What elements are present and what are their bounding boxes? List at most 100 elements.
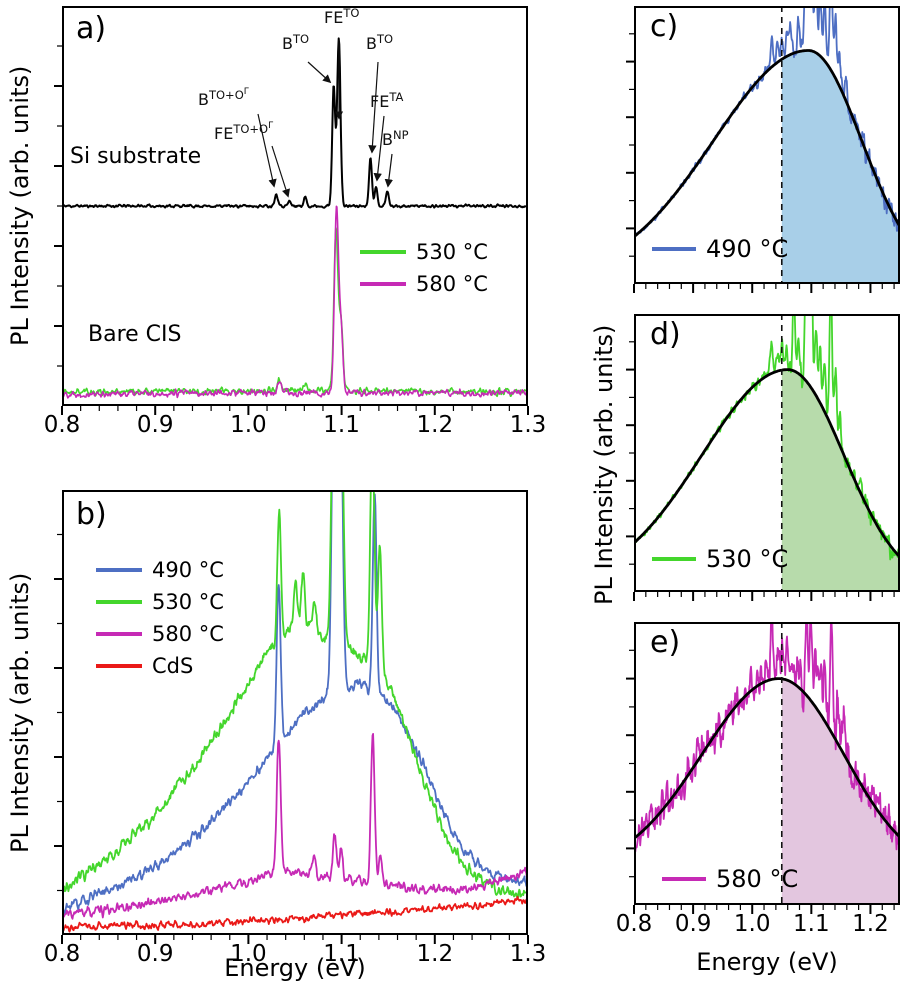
- x-axis-label-b: Energy (eV): [224, 954, 366, 982]
- x-tick-label: 1.3: [509, 941, 547, 967]
- legend-label: 490 °C: [152, 558, 224, 582]
- peak-annotation: FETO: [324, 6, 360, 27]
- fit-line: [634, 49, 900, 238]
- panel-label-e: e): [650, 625, 681, 660]
- series-cds: [62, 895, 528, 933]
- peak-annotation: BTO: [282, 32, 310, 53]
- legend-item: 490 °C: [652, 232, 788, 266]
- annotation-arrow: [257, 113, 277, 188]
- x-tick-label: 1.2: [852, 911, 889, 937]
- legend-b: 490 °C 530 °C 580 °C CdS: [96, 554, 224, 682]
- legend-d: 530 °C: [652, 542, 788, 576]
- x-tick-label: 1.1: [323, 412, 360, 438]
- peak-annotation: BNP: [382, 128, 409, 149]
- legend-item: 530 °C: [652, 542, 788, 576]
- label-si-substrate: Si substrate: [70, 144, 202, 169]
- legend-line: [96, 600, 142, 604]
- plot-c: [626, 6, 900, 293]
- x-tick-labels-e: 0.8 0.9 1.0 1.1 1.2: [616, 911, 900, 941]
- x-tick-label: 0.9: [674, 911, 712, 937]
- series-580-c: [62, 732, 528, 920]
- x-tick-label: 0.8: [615, 911, 653, 937]
- legend-label: 530 °C: [706, 545, 789, 573]
- legend-a: 530 °C 580 °C: [360, 236, 488, 300]
- panel-b: b) 490 °C 530 °C 580 °C CdS 0.8 0.9 1.0 1.1 1.2…: [44, 490, 546, 967]
- panel-c: c) 490 °C: [626, 6, 900, 293]
- legend-label: 490 °C: [706, 235, 789, 263]
- panel-label-c: c): [650, 9, 679, 44]
- x-tick-label: 1.0: [733, 911, 771, 937]
- legend-line: [96, 632, 142, 636]
- legend-e: 580 °C: [662, 862, 798, 896]
- fit-area-fill: [781, 50, 900, 284]
- peak-annotation: FETO+OΓ: [214, 121, 274, 143]
- legend-label: CdS: [152, 654, 194, 678]
- legend-line: [652, 557, 696, 561]
- fit-line: [634, 368, 900, 559]
- plot-d: [626, 314, 900, 601]
- legend-item: 530 °C: [360, 236, 488, 268]
- x-tick-label: 1.2: [416, 412, 454, 438]
- fit-area-fill: [781, 369, 900, 592]
- annotation-arrow: [384, 153, 394, 188]
- label-bare-cis: Bare CIS: [88, 322, 182, 347]
- x-tick-label: 1.0: [230, 941, 267, 967]
- x-tick-labels-b: 0.8 0.9 1.0 1.1 1.2 1.3: [44, 941, 547, 971]
- plot-b: [54, 490, 529, 944]
- legend-label: 580 °C: [716, 865, 799, 893]
- x-tick-label: 1.0: [230, 412, 267, 438]
- x-tick-label: 1.1: [793, 911, 830, 937]
- x-tick-label: 1.1: [323, 941, 360, 967]
- peak-annotation: BTO+OΓ: [198, 87, 249, 109]
- peak-annotation: FETA: [370, 90, 404, 111]
- legend-label: 580 °C: [152, 622, 224, 646]
- legend-label: 530 °C: [416, 240, 488, 264]
- panel-a: a) Si substrate Bare CIS 530 °C 580 °C 0.…: [44, 6, 546, 438]
- legend-line: [662, 877, 706, 881]
- fit-line: [634, 677, 900, 840]
- x-axis-label-e: Energy (eV): [696, 948, 838, 976]
- legend-item: 580 °C: [662, 862, 798, 896]
- peak-annotation: BTO: [366, 32, 394, 53]
- y-axis-label-panel-a: PL Intensity (arb. units): [6, 65, 34, 347]
- x-tick-label: 1.3: [509, 412, 547, 438]
- x-tick-labels-a: 0.8 0.9 1.0 1.1 1.2 1.3: [44, 412, 547, 442]
- y-axis-label-panel-b: PL Intensity (arb. units): [6, 572, 34, 853]
- legend-line: [652, 247, 696, 251]
- annotation-arrow: [307, 61, 332, 84]
- annotation-arrow: [271, 145, 290, 198]
- series-580-c: [62, 205, 528, 399]
- annotation-arrow: [368, 61, 379, 154]
- panel-e: e) 580 °C 0.8 0.9 1.0 1.1 1.2: [616, 622, 900, 937]
- legend-item: 530 °C: [96, 586, 224, 618]
- legend-item: 580 °C: [96, 618, 224, 650]
- plot-a: [54, 6, 529, 415]
- x-tick-label: 0.9: [136, 941, 174, 967]
- series-530-c: [62, 490, 528, 901]
- x-tick-label: 0.8: [43, 941, 81, 967]
- series-530-c: [62, 226, 528, 398]
- legend-item: 580 °C: [360, 268, 488, 300]
- series-si-substrate: [62, 37, 528, 209]
- panel-d: d) 530 °C: [626, 314, 900, 601]
- legend-line: [96, 664, 142, 668]
- x-tick-label: 0.8: [43, 412, 81, 438]
- legend-line: [360, 250, 406, 254]
- panel-label-a: a): [76, 11, 107, 46]
- legend-item: 490 °C: [96, 554, 224, 586]
- panel-label-d: d): [650, 317, 681, 352]
- x-tick-label: 0.9: [136, 412, 174, 438]
- plot-e: [626, 622, 900, 914]
- legend-item: CdS: [96, 650, 224, 682]
- panel-label-b: b): [76, 497, 107, 532]
- legend-c: 490 °C: [652, 232, 788, 266]
- legend-label: 580 °C: [416, 272, 488, 296]
- x-tick-label: 1.2: [416, 941, 454, 967]
- fit-area-fill: [781, 678, 900, 905]
- series-490-c: [62, 490, 528, 915]
- legend-line: [96, 568, 142, 572]
- legend-label: 530 °C: [152, 590, 224, 614]
- legend-line: [360, 282, 406, 286]
- annotation-arrow: [373, 115, 385, 182]
